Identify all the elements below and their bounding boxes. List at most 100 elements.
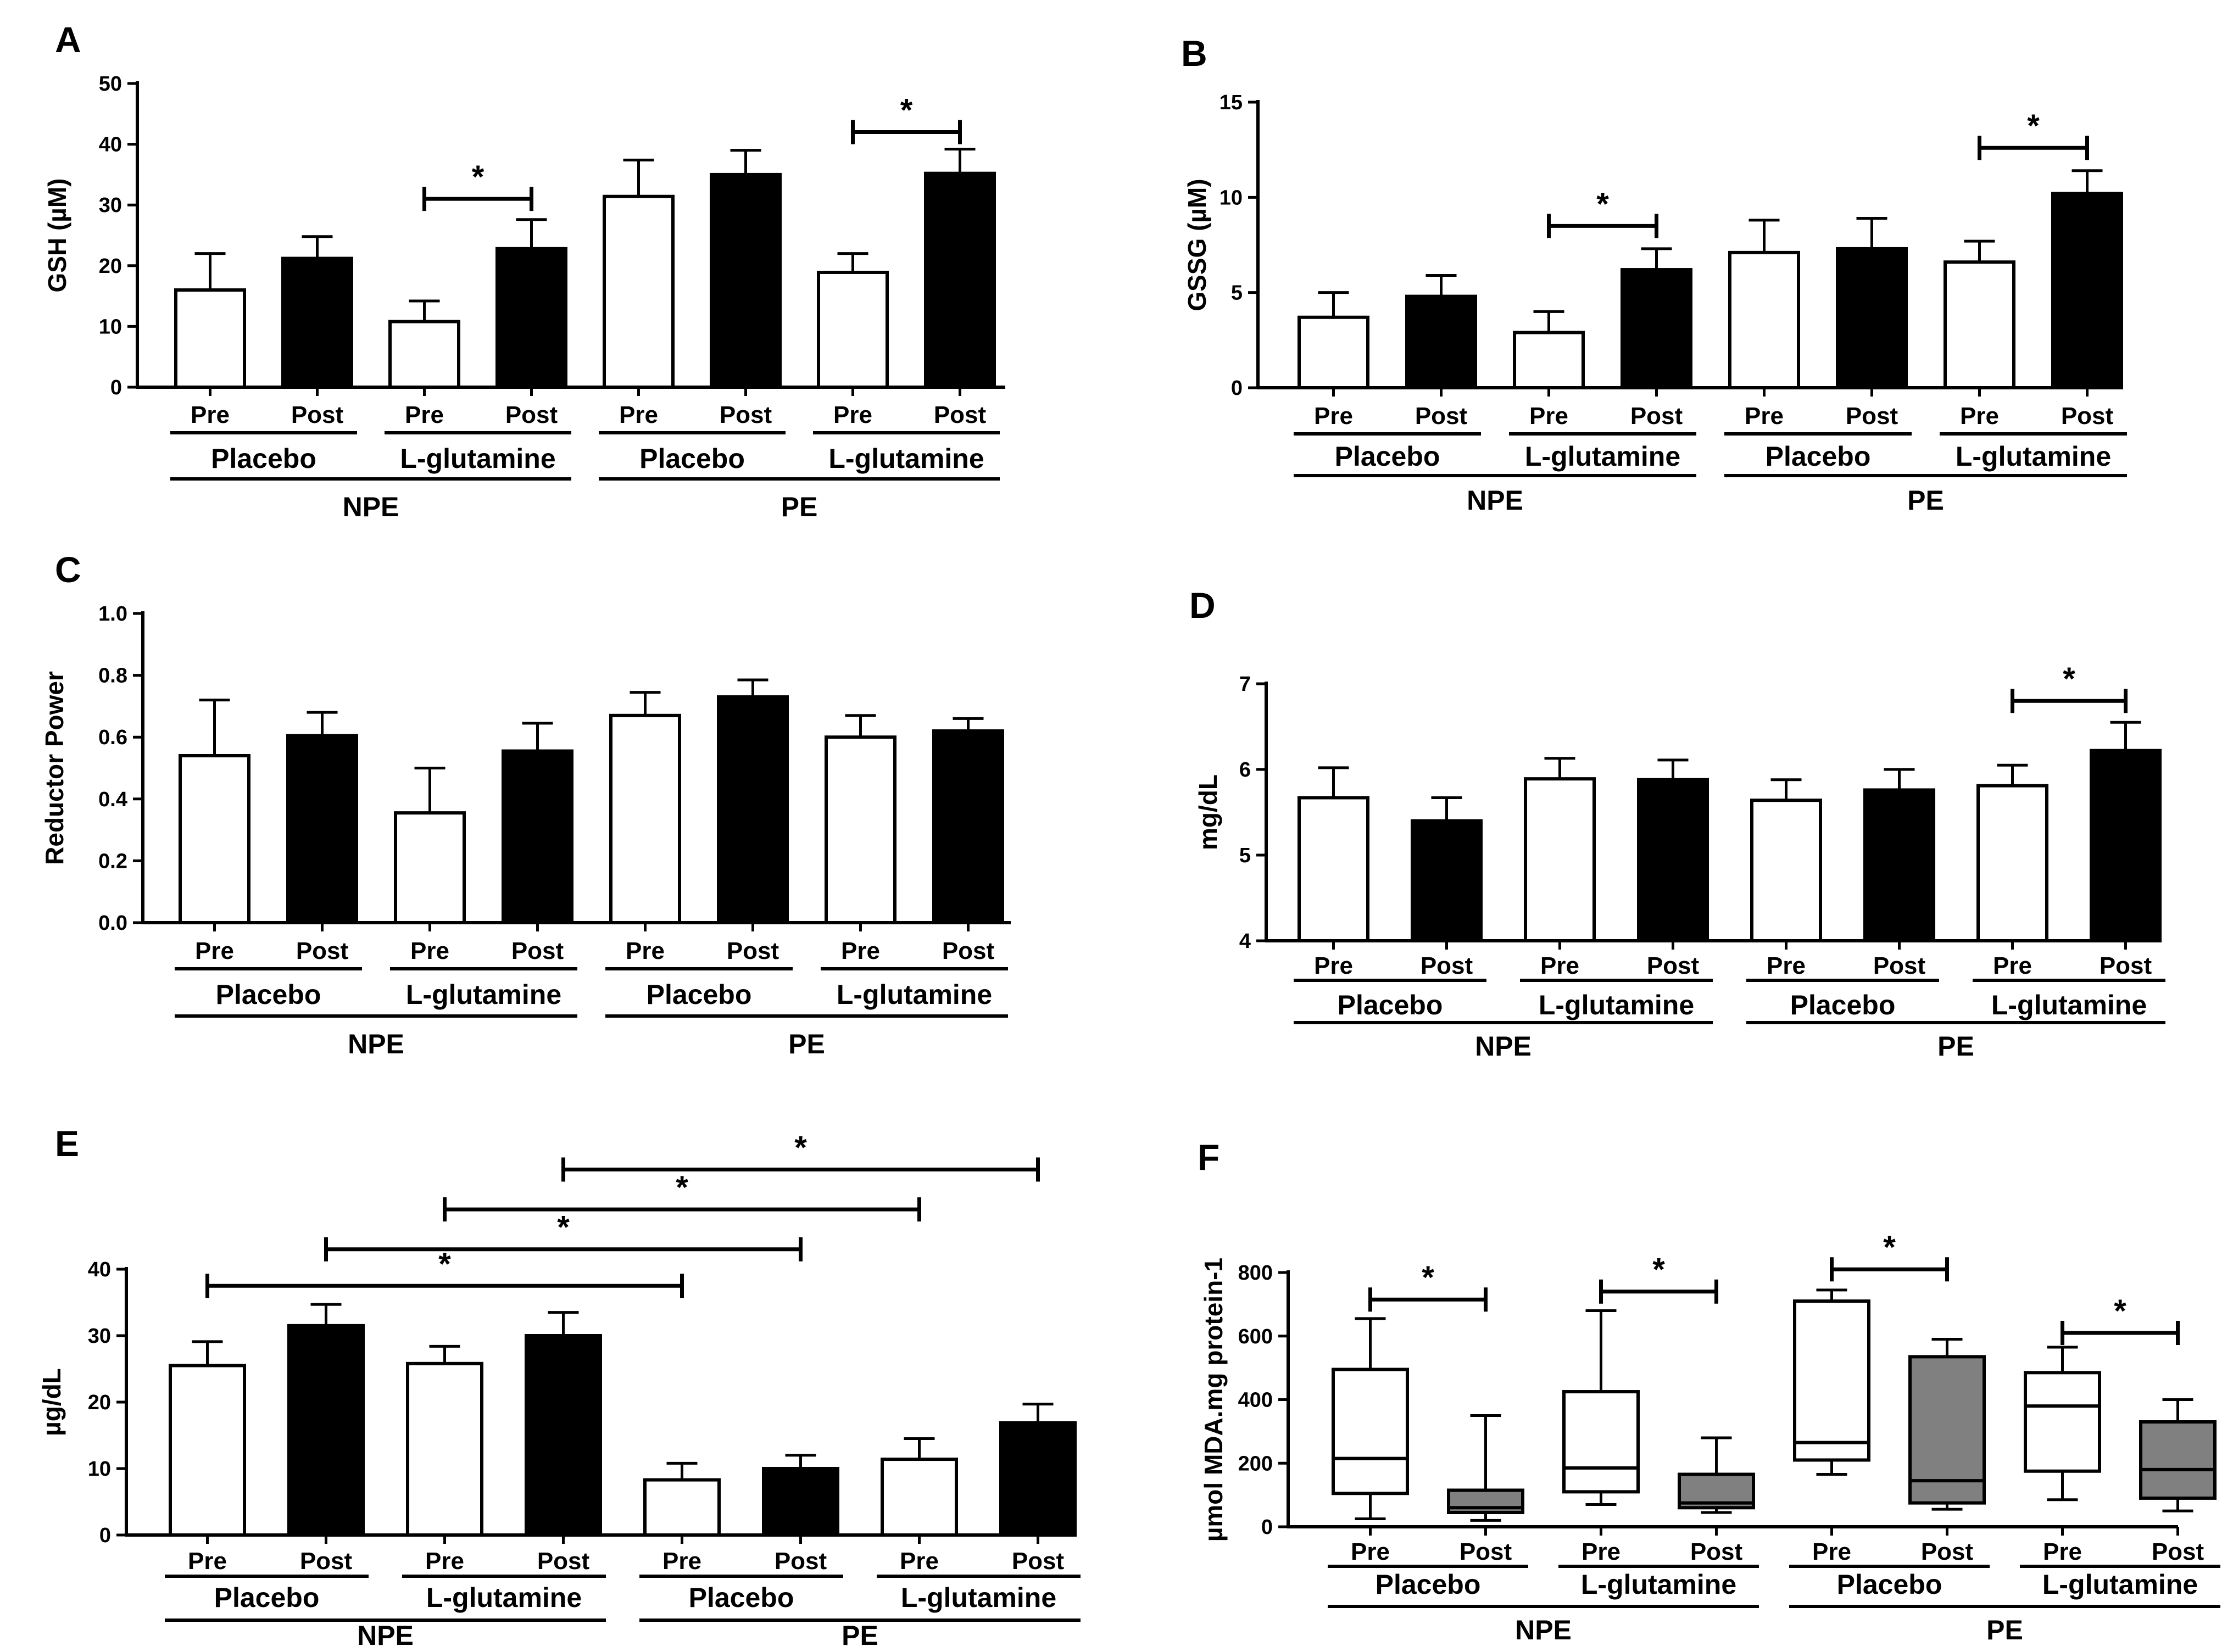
box [2024, 1371, 2101, 1473]
bar [924, 171, 996, 389]
x-category-label: Pre [900, 1548, 939, 1575]
x-category-label: Post [511, 937, 564, 964]
x-category-label: Post [1415, 403, 1468, 429]
x-category-label: Post [934, 401, 987, 428]
x-category-label: Pre [188, 1548, 227, 1575]
bar [525, 1334, 602, 1537]
x-category-label: Post [1921, 1538, 1974, 1565]
x-category-label: Pre [2043, 1538, 2082, 1565]
x-category-label: Pre [841, 937, 880, 964]
y-tick-label: 0.2 [98, 850, 127, 873]
bar [1750, 799, 1822, 943]
bar [825, 735, 896, 924]
y-axis-label: µmol MDA.mg protein-1 [1199, 1258, 1228, 1542]
x-category-label: Post [300, 1548, 353, 1575]
bar [1728, 250, 1800, 389]
y-tick-label: 5 [1231, 282, 1243, 305]
significance-star: * [794, 1130, 807, 1166]
panel-b: B 0 5 10 15 GSSG (µM) * * Pre Post Pre Post Pre Post P… [1181, 33, 2127, 516]
panel-letter: D [1189, 585, 1216, 626]
y-tick-label: 10 [88, 1458, 111, 1481]
significance-star: * [1596, 186, 1609, 222]
group-label: NPE [1467, 485, 1523, 516]
bar [174, 288, 246, 389]
x-category-label: Pre [410, 937, 449, 964]
x-category-label: Post [1421, 952, 1473, 979]
y-tick-label: 40 [88, 1258, 111, 1281]
bar [1298, 315, 1369, 389]
y-axis-label: GSH (µM) [43, 178, 71, 293]
box [1793, 1299, 1870, 1462]
x-category-label: Post [2061, 403, 2114, 429]
treatment-label: Placebo [211, 443, 316, 474]
significance-star: * [1652, 1252, 1665, 1288]
bar [717, 695, 789, 924]
y-tick-label: 6 [1239, 758, 1251, 782]
treatment-label: L-glutamine [901, 1582, 1056, 1613]
x-category-label: Pre [1582, 1538, 1621, 1565]
group-label: NPE [343, 492, 399, 522]
treatment-label: Placebo [639, 443, 745, 474]
bar [169, 1364, 246, 1537]
treatment-label: Placebo [214, 1582, 320, 1613]
bar [406, 1361, 483, 1537]
y-axis-label: µg/dL [37, 1368, 66, 1436]
treatment-label: Placebo [1338, 990, 1443, 1020]
x-category-label: Post [1460, 1538, 1512, 1565]
y-tick-label: 7 [1239, 673, 1251, 696]
bar [502, 749, 573, 925]
x-category-label: Pre [1993, 952, 2032, 979]
y-tick-label: 30 [99, 194, 122, 217]
bar [710, 172, 782, 389]
y-tick-label: 0.6 [98, 726, 127, 749]
bar [1637, 778, 1709, 942]
x-category-label: Post [1630, 403, 1683, 429]
x-category-label: Post [727, 937, 779, 964]
x-category-label: Pre [1314, 952, 1353, 979]
bar [1621, 268, 1692, 390]
bar [1863, 788, 1935, 942]
bar [495, 247, 567, 389]
x-category-label: Post [1873, 952, 1926, 979]
x-category-label: Post [2152, 1538, 2204, 1565]
treatment-label: Placebo [1376, 1569, 1481, 1600]
bar [281, 256, 353, 389]
treatment-label: L-glutamine [1991, 990, 2147, 1020]
group-label: PE [1907, 485, 1944, 516]
y-tick-label: 0 [1231, 377, 1243, 400]
panel-d: D 4 5 6 7 mg/dL * Pre Post Pre Post Pre Post Pre Post P… [1189, 585, 2165, 1062]
treatment-label: Placebo [647, 979, 752, 1010]
y-tick-label: 0 [99, 1524, 111, 1547]
bar [388, 320, 460, 389]
x-category-label: Pre [1540, 952, 1579, 979]
bar [643, 1478, 721, 1537]
treatment-label: L-glutamine [2042, 1569, 2198, 1600]
treatment-label: Placebo [216, 979, 321, 1010]
group-label: PE [1937, 1031, 1974, 1062]
bar [1976, 784, 2048, 942]
bar [609, 713, 681, 925]
group-label: PE [1986, 1615, 2023, 1645]
x-category-label: Pre [662, 1548, 701, 1575]
x-category-label: Pre [195, 937, 234, 964]
treatment-label: Placebo [1335, 441, 1440, 472]
box [1332, 1368, 1409, 1495]
panel-letter: B [1181, 33, 1207, 74]
treatment-label: L-glutamine [406, 979, 561, 1010]
significance-star: * [472, 159, 485, 195]
bar [1944, 260, 2015, 390]
x-category-label: Pre [1529, 403, 1568, 429]
y-tick-label: 1.0 [98, 602, 127, 626]
significance-star: * [1422, 1260, 1434, 1296]
x-category-label: Pre [1812, 1538, 1851, 1565]
bar [817, 270, 889, 389]
x-category-label: Post [2100, 952, 2152, 979]
panel-c: C 0.0 0.2 0.4 0.6 0.8 1.0 Reductor Power Pre Post… [40, 549, 1011, 1059]
x-category-label: Pre [1960, 403, 1999, 429]
bar [762, 1467, 839, 1537]
group-label: NPE [357, 1620, 414, 1651]
y-tick-label: 30 [88, 1325, 111, 1348]
treatment-label: Placebo [1837, 1569, 1942, 1600]
panel-letter: A [55, 19, 81, 60]
